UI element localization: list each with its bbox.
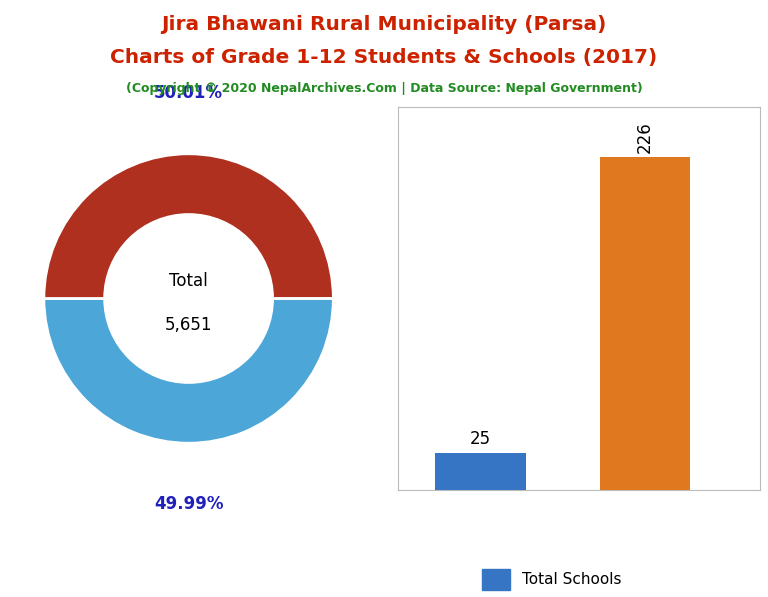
Bar	[600, 157, 690, 490]
Text: 226: 226	[636, 121, 654, 153]
Text: Charts of Grade 1-12 Students & Schools (2017): Charts of Grade 1-12 Students & Schools …	[111, 48, 657, 67]
Text: 49.99%: 49.99%	[154, 495, 223, 513]
Text: Jira Bhawani Rural Municipality (Parsa): Jira Bhawani Rural Municipality (Parsa)	[161, 15, 607, 34]
Text: 50.01%: 50.01%	[154, 84, 223, 102]
Wedge shape	[44, 298, 333, 443]
Text: 5,651: 5,651	[165, 316, 213, 334]
Text: (Copyright © 2020 NepalArchives.Com | Data Source: Nepal Government): (Copyright © 2020 NepalArchives.Com | Da…	[126, 82, 642, 96]
Text: 25: 25	[470, 430, 492, 448]
Legend: Male Students (2,826), Female Students (2,825): Male Students (2,826), Female Students (…	[0, 595, 201, 597]
Legend: Total Schools, Students per School: Total Schools, Students per School	[476, 562, 683, 597]
Wedge shape	[44, 154, 333, 298]
Bar	[435, 453, 526, 490]
Text: Total: Total	[169, 272, 208, 290]
